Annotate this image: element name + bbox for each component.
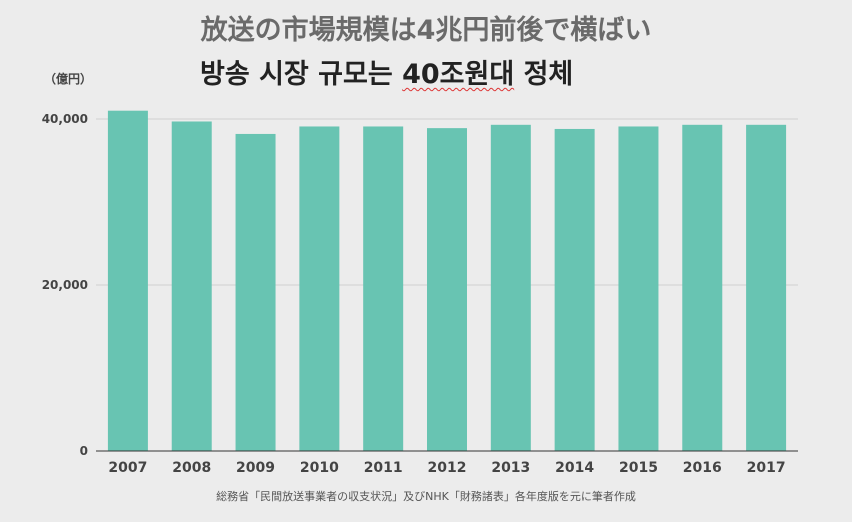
x-tick-label: 2016: [683, 460, 722, 476]
chart-subtitle: 방송 시장 규모는 40조원대 정체: [200, 52, 573, 91]
x-tick-label: 2014: [555, 460, 594, 476]
bar: [618, 126, 659, 451]
y-tick-label: 0: [80, 444, 88, 458]
bar: [746, 124, 787, 451]
subtitle-underlined-text: 40조원대: [402, 59, 515, 90]
bar: [299, 126, 340, 451]
chart-title: 放送の市場規模は4兆円前後で横ばい: [200, 15, 652, 46]
y-tick-label: 20,000: [42, 278, 88, 292]
x-tick-label: 2008: [172, 460, 211, 476]
subtitle-text-end: 정체: [514, 59, 574, 90]
x-tick-label: 2011: [364, 460, 403, 476]
x-tick-label: 2009: [236, 460, 275, 476]
bar: [171, 121, 212, 452]
bar: [107, 110, 148, 451]
x-tick-label: 2012: [428, 460, 467, 476]
bar: [490, 124, 531, 451]
x-tick-label: 2007: [108, 460, 147, 476]
subtitle-text-start: 방송 시장 규모는: [200, 59, 403, 90]
x-tick-label: 2015: [619, 460, 658, 476]
y-axis-unit-label: （億円）: [44, 72, 93, 86]
bar: [427, 128, 467, 451]
y-tick-label: 40,000: [42, 112, 88, 126]
bar: [235, 133, 276, 451]
bar: [554, 128, 595, 451]
x-tick-label: 2010: [300, 460, 339, 476]
source-footnote: 総務省「民間放送事業者の収支状況」及びNHK「財務諸表」各年度版を元に筆者作成: [216, 490, 636, 503]
bar: [363, 126, 404, 451]
x-tick-label: 2017: [747, 460, 786, 476]
x-tick-label: 2013: [491, 460, 530, 476]
bar: [682, 124, 723, 451]
